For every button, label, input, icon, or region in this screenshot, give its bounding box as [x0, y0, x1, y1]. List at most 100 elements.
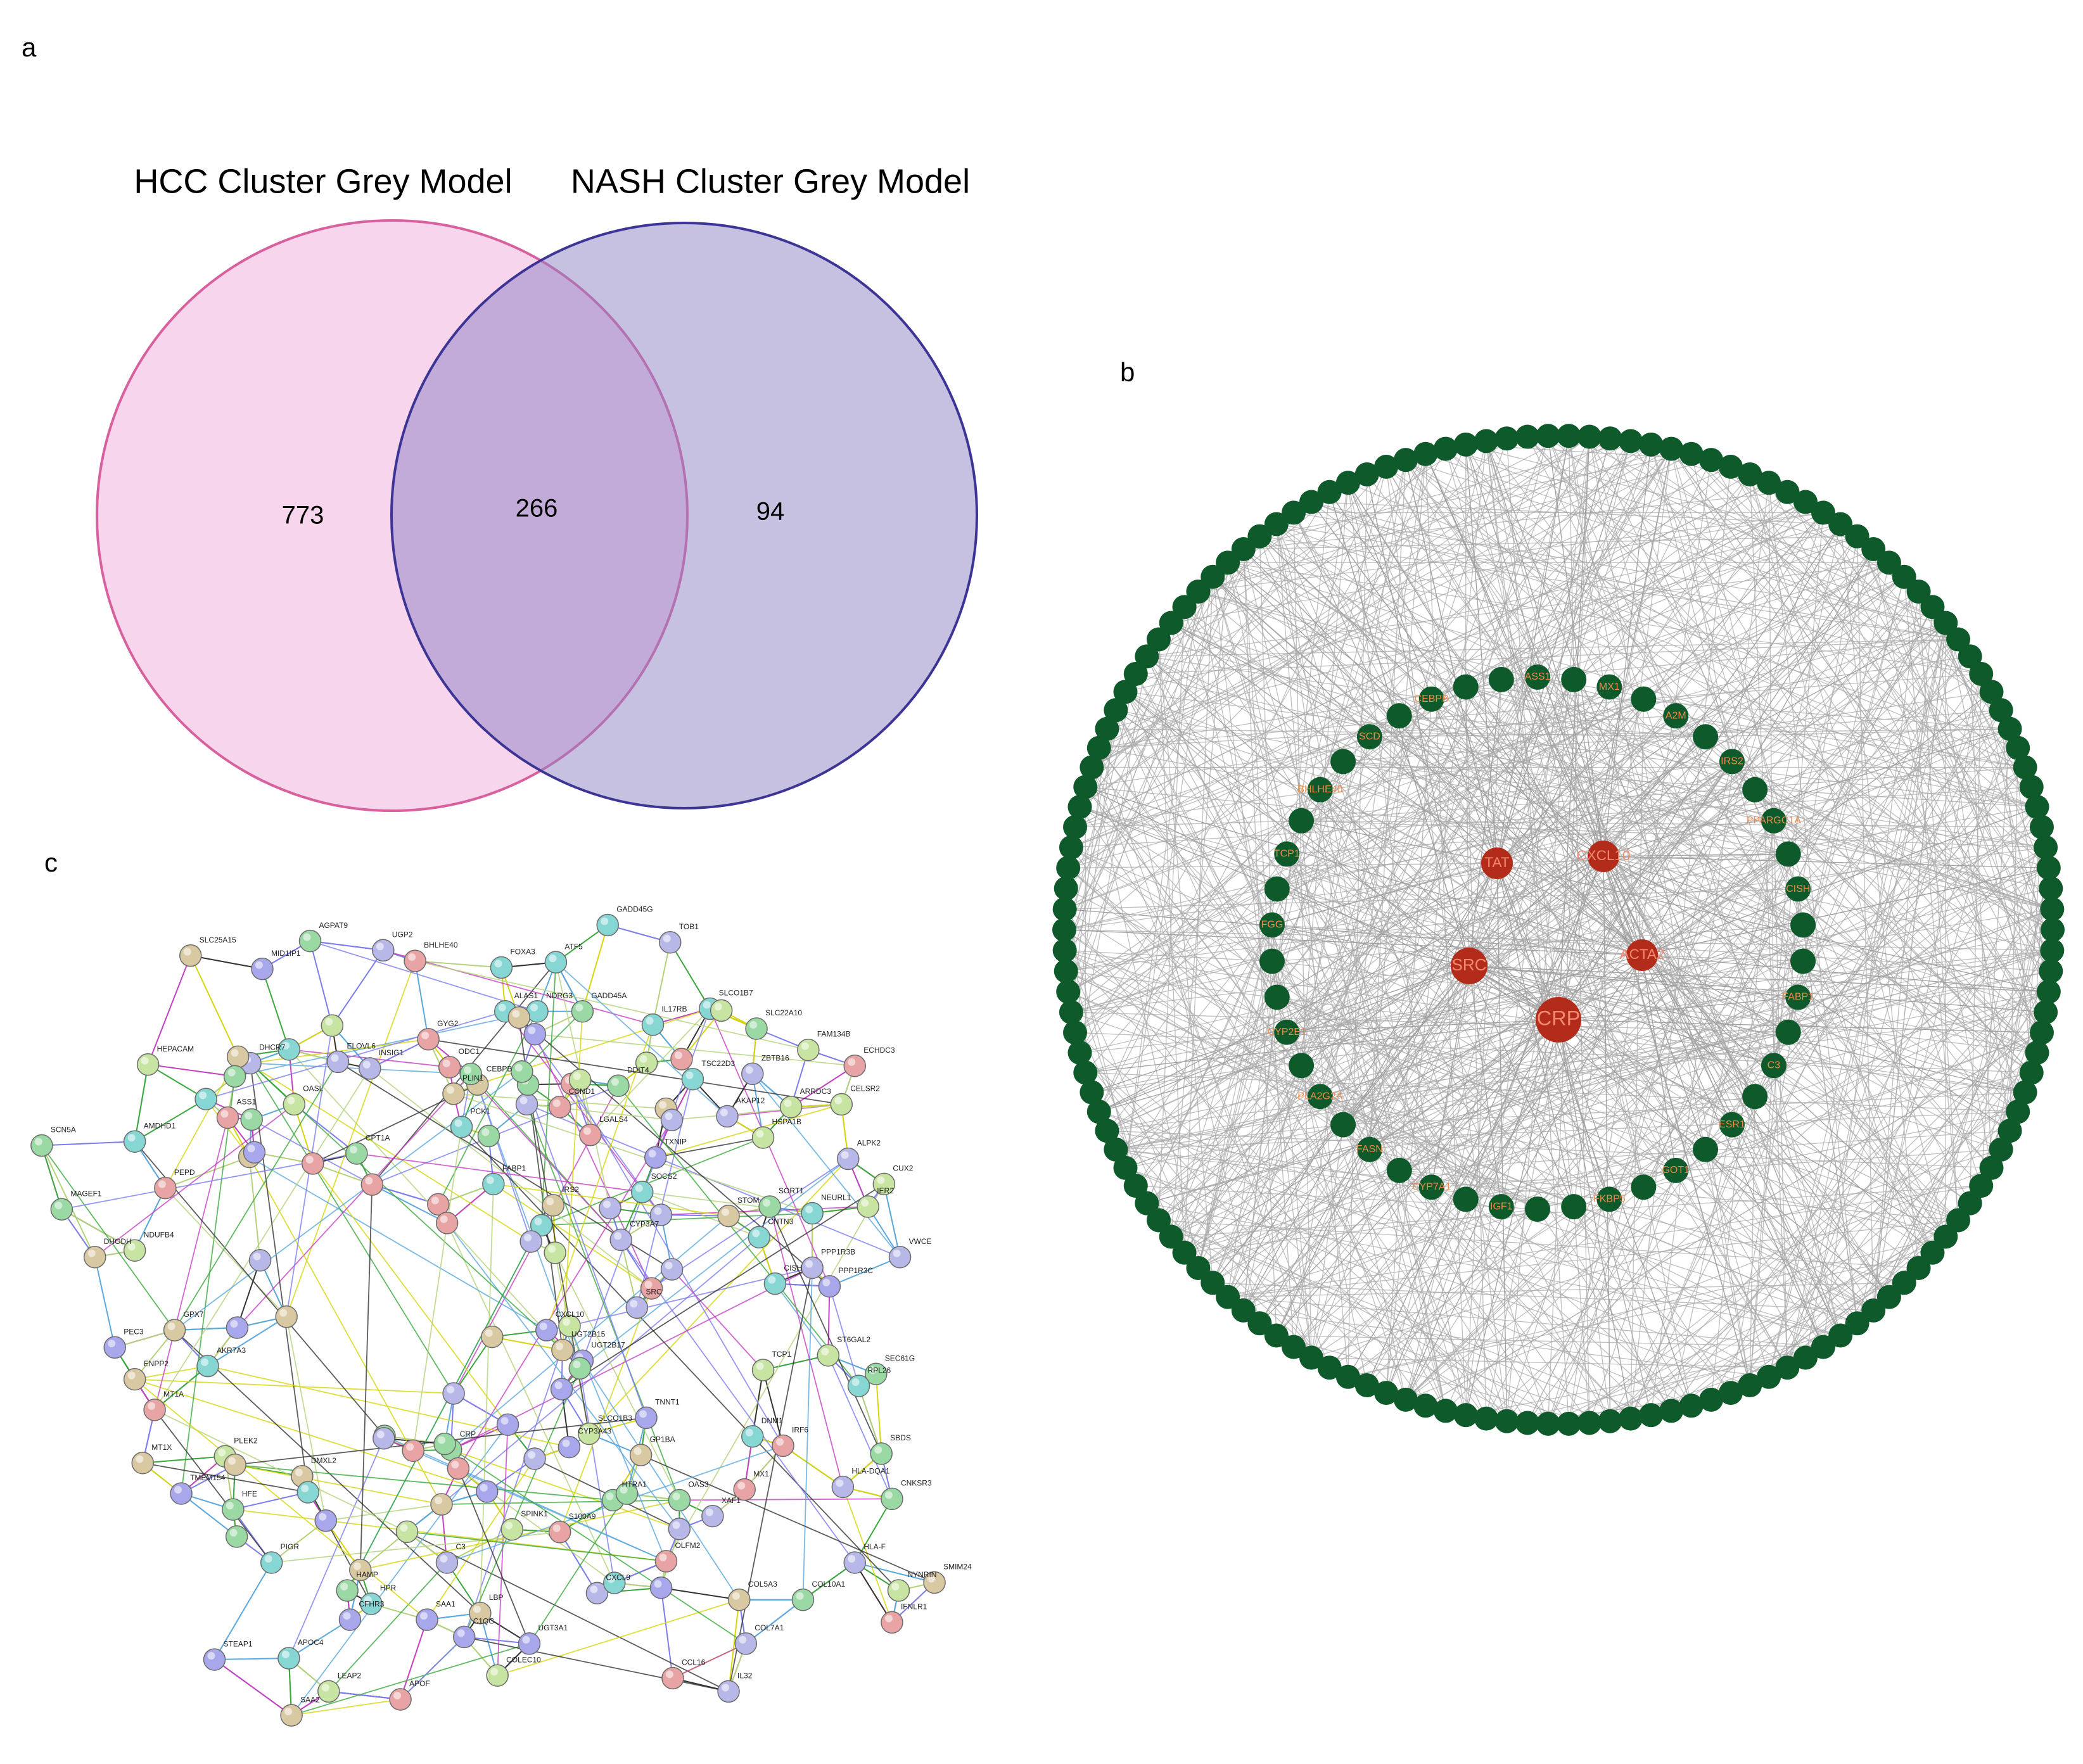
network-edge	[1840, 524, 1918, 1268]
string-edge	[95, 1257, 115, 1348]
protein-node	[662, 1667, 684, 1689]
protein-node-shine	[485, 1329, 493, 1337]
network-node	[1659, 1399, 1683, 1423]
protein-node-shine	[457, 1629, 465, 1637]
protein-node	[711, 999, 732, 1021]
protein-node	[217, 1107, 238, 1129]
protein-node-shine	[228, 1069, 236, 1076]
network-node	[1693, 1137, 1718, 1162]
network-node	[1639, 1403, 1663, 1427]
protein-node	[328, 1051, 349, 1072]
protein-node	[346, 1143, 367, 1164]
protein-label: UGT2B15	[571, 1330, 606, 1339]
protein-label: HSPA1B	[772, 1117, 801, 1126]
protein-node	[155, 1177, 176, 1199]
protein-node	[84, 1247, 106, 1268]
protein-node-shine	[201, 1359, 208, 1366]
protein-node-shine	[573, 1361, 580, 1368]
protein-node	[490, 957, 512, 979]
string-edge	[181, 1076, 235, 1494]
protein-node-shine	[451, 1461, 459, 1468]
network-node	[1790, 949, 1816, 974]
protein-label: ATF5	[564, 942, 583, 951]
protein-node	[51, 1198, 72, 1220]
network-node	[1454, 1403, 1478, 1427]
protein-label: NYNRIN	[907, 1570, 936, 1579]
protein-node	[454, 1626, 475, 1647]
node-label: ASS1	[1525, 671, 1551, 682]
protein-node	[668, 1518, 690, 1540]
protein-node	[549, 1096, 571, 1118]
string-edge	[286, 961, 415, 1317]
protein-node	[180, 945, 201, 967]
protein-label: CXCL10	[556, 1310, 585, 1319]
protein-label: MX1	[753, 1469, 769, 1478]
panel-b: b ASS1MX1A2MIRS2PPARGC1ACISHFABP1C3ESR1G…	[1052, 357, 2065, 1436]
protein-node	[520, 1231, 542, 1252]
venn-count: 773	[282, 502, 324, 530]
protein-node-shine	[603, 1200, 611, 1208]
protein-label: HTRA1	[622, 1480, 647, 1489]
protein-node-shine	[158, 1181, 166, 1188]
protein-node	[753, 1127, 774, 1148]
protein-label: FAM134B	[817, 1030, 851, 1039]
protein-node-shine	[35, 1138, 42, 1146]
network-edge	[1589, 437, 2042, 827]
protein-label: MAGEF1	[70, 1189, 102, 1198]
protein-node	[299, 930, 321, 952]
protein-node-shine	[659, 1554, 666, 1561]
protein-node-shine	[848, 1555, 855, 1563]
network-node	[1742, 1084, 1768, 1109]
protein-node	[857, 1196, 879, 1217]
protein-node-shine	[255, 961, 263, 969]
protein-node	[195, 1088, 217, 1110]
protein-node-shine	[228, 1457, 236, 1465]
protein-label: TNNT1	[655, 1398, 680, 1407]
network-edge	[1631, 1012, 2046, 1419]
node-label: BHLHE40	[1297, 784, 1342, 795]
protein-label: NDUFB4	[144, 1230, 174, 1239]
network-node	[1631, 687, 1656, 712]
protein-node	[224, 1065, 246, 1087]
protein-node-shine	[848, 1058, 855, 1066]
protein-node-shine	[763, 1199, 770, 1207]
protein-label: SBDS	[890, 1433, 911, 1442]
protein-node	[753, 1359, 774, 1381]
string-edge	[415, 961, 428, 1039]
protein-node-shine	[522, 1636, 530, 1644]
protein-node-shine	[630, 1300, 637, 1307]
protein-node-shine	[331, 1054, 339, 1062]
protein-node	[661, 1259, 683, 1280]
protein-node-shine	[284, 1708, 292, 1715]
network-node	[1053, 897, 1077, 921]
protein-node-shine	[590, 1585, 597, 1593]
protein-node	[487, 1665, 508, 1686]
protein-label: GYG2	[437, 1019, 459, 1028]
node-label: IRS2	[1721, 756, 1743, 767]
protein-node-shine	[715, 1003, 722, 1010]
protein-node-shine	[852, 1378, 860, 1386]
network-node	[1474, 1407, 1498, 1431]
protein-node-shine	[501, 1417, 509, 1425]
protein-label: ZBTB16	[761, 1053, 789, 1062]
protein-node	[632, 1181, 653, 1203]
protein-node	[278, 1647, 300, 1669]
string-edge	[672, 1269, 763, 1370]
protein-node	[137, 1054, 159, 1076]
protein-node-shine	[706, 1509, 713, 1516]
network-node	[1561, 667, 1586, 692]
protein-label: CELSR2	[850, 1084, 880, 1093]
protein-node	[227, 1046, 249, 1067]
protein-label: CEBPB	[487, 1064, 513, 1073]
protein-node-shine	[168, 1323, 175, 1330]
protein-node-shine	[406, 1443, 414, 1450]
protein-node	[434, 1433, 455, 1455]
protein-label: FABP1	[502, 1164, 526, 1173]
network-edge	[1099, 1112, 1330, 1367]
protein-node	[759, 1196, 780, 1217]
protein-label: UGT2B17	[591, 1340, 625, 1349]
protein-node-shine	[354, 1563, 361, 1570]
protein-label: UGP2	[392, 930, 413, 939]
protein-node-shine	[141, 1057, 149, 1065]
protein-node	[544, 1242, 566, 1264]
